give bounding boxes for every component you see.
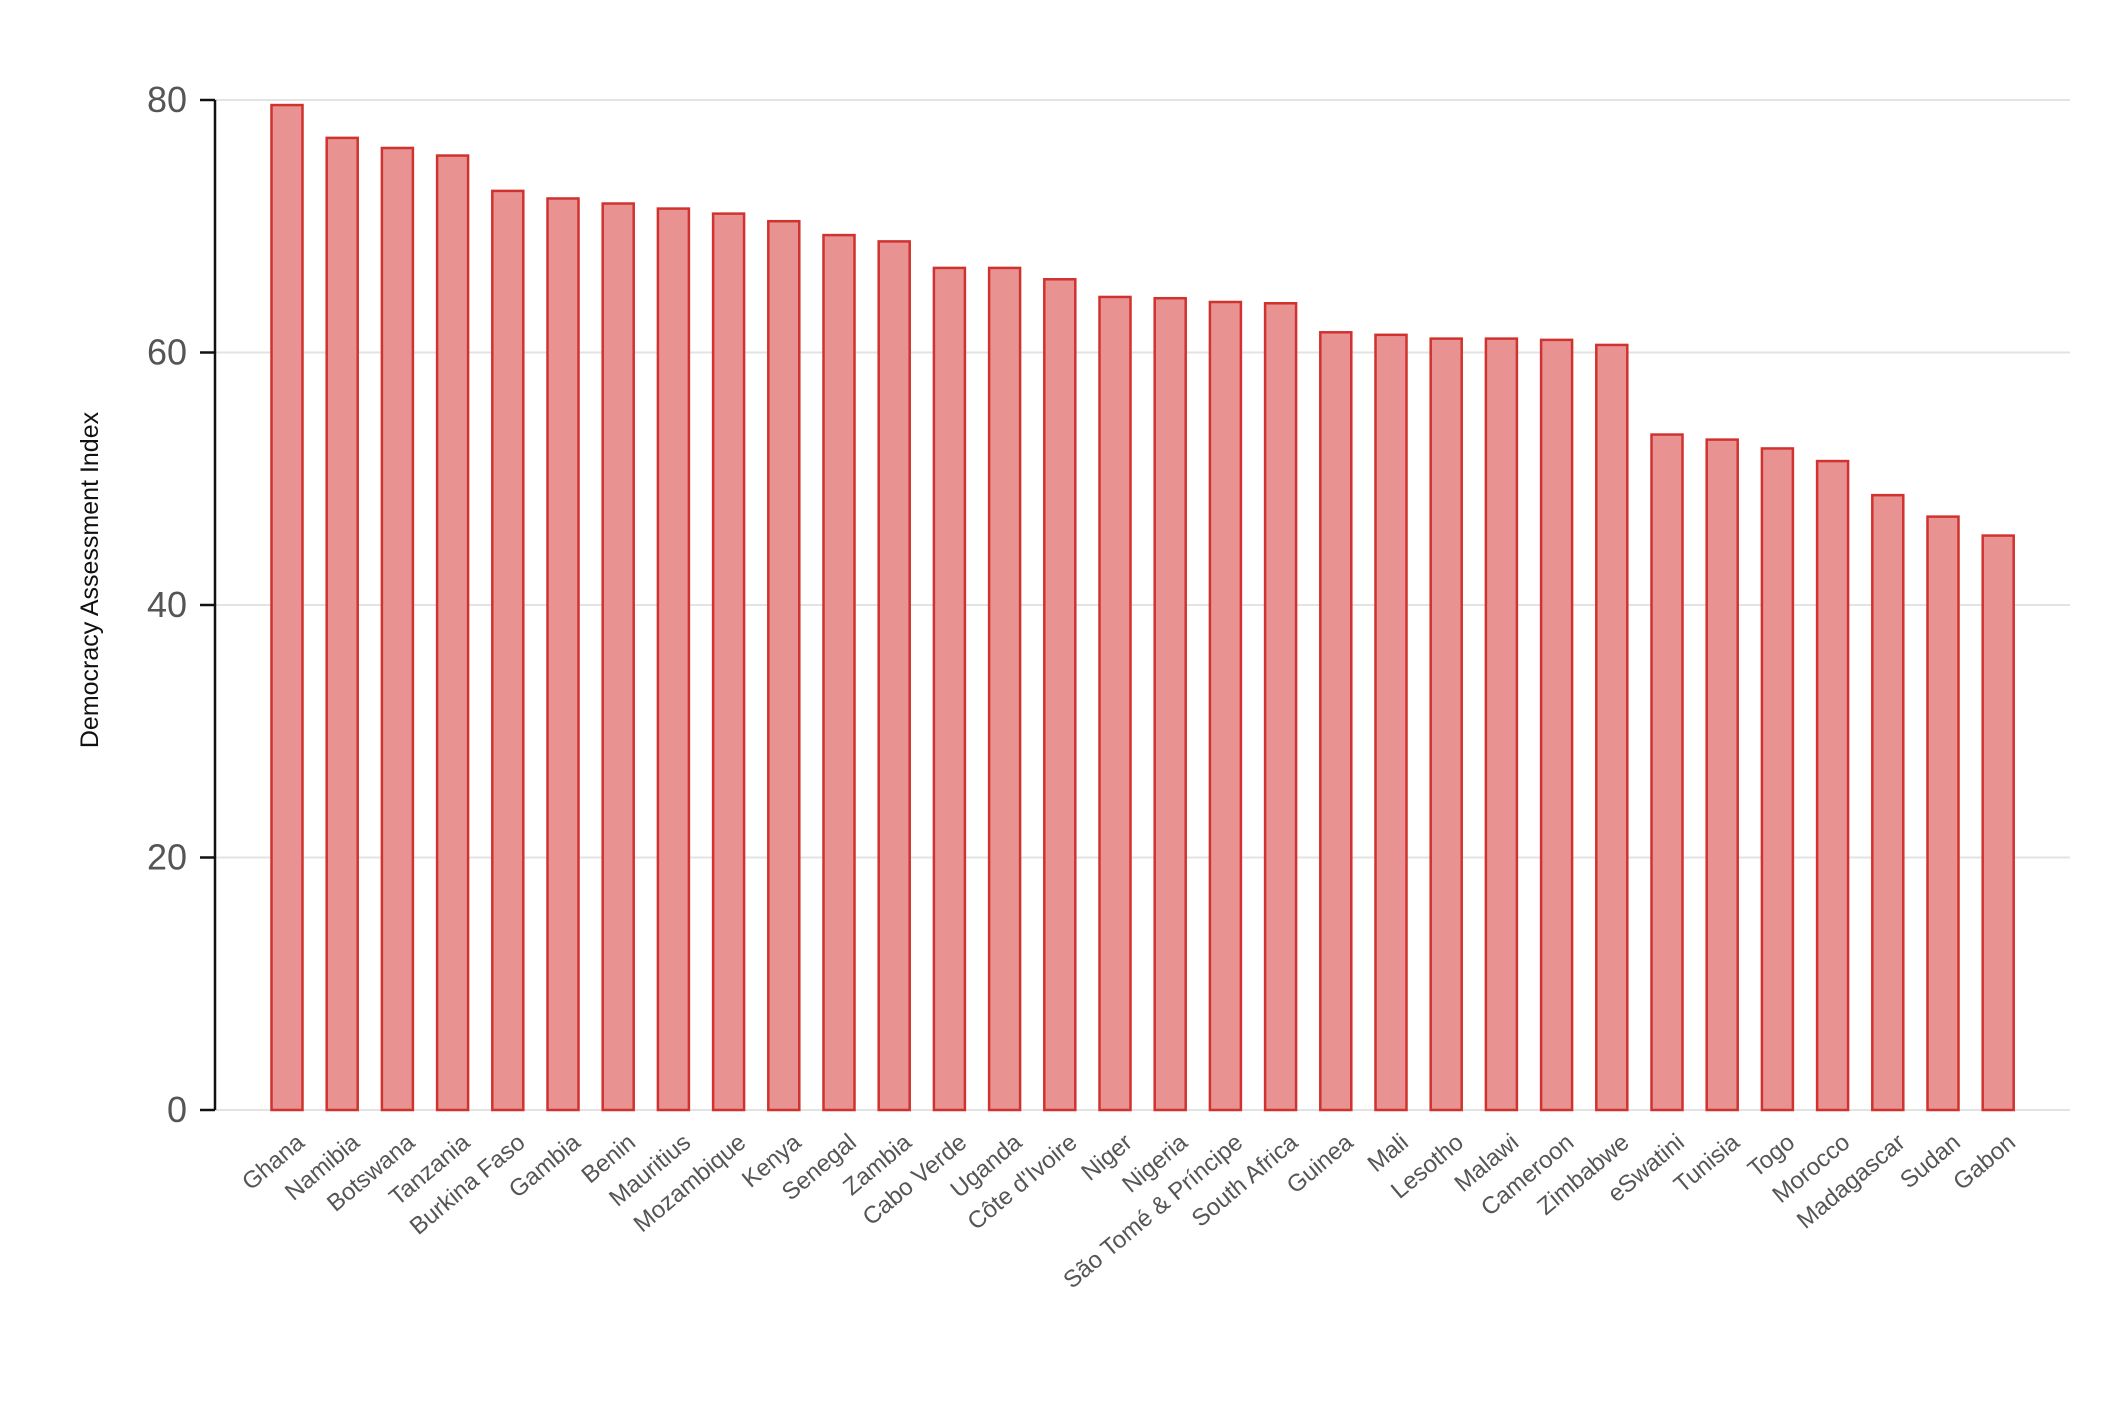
bar-gambia <box>546 197 580 1112</box>
label-layer: 020406080GhanaNamibiaBotswanaTanzaniaBur… <box>147 79 2021 1294</box>
y-tick-label-80: 80 <box>147 79 187 120</box>
bar-nigeria <box>1153 296 1187 1112</box>
bar-gabon <box>1981 534 2015 1112</box>
bar-togo <box>1760 447 1795 1112</box>
y-axis-title: Democracy Assessment Index <box>76 411 104 748</box>
bar-kenya <box>767 219 801 1112</box>
bar-malawi <box>1484 337 1519 1112</box>
bar-sao-tome-principe <box>1208 300 1243 1112</box>
bar-morocco <box>1815 459 1850 1112</box>
y-tick-label-40: 40 <box>147 584 187 625</box>
bar-benin <box>601 202 635 1112</box>
bar-south-africa <box>1263 302 1298 1112</box>
y-tick-label-60: 60 <box>147 332 187 373</box>
bar-cote-d-ivoire <box>1043 278 1077 1112</box>
bar-cabo-verde <box>932 266 967 1112</box>
bar-uganda <box>987 266 1022 1112</box>
x-tick-label-gabon: Gabon <box>1948 1129 2021 1196</box>
bar-madagascar <box>1871 493 1905 1112</box>
bar-senegal <box>822 233 856 1112</box>
bar-mauritius <box>656 207 691 1112</box>
bar-tunisia <box>1705 438 1739 1112</box>
bar-burkina-faso <box>491 189 525 1112</box>
bar-cameroon <box>1539 338 1574 1112</box>
bar-niger <box>1098 295 1132 1112</box>
bar-mali <box>1374 333 1408 1112</box>
bar-zimbabwe <box>1595 343 1629 1112</box>
bar-lesotho <box>1429 337 1463 1112</box>
y-tick-label-0: 0 <box>167 1089 187 1130</box>
bar-namibia <box>325 136 359 1112</box>
bar-tanzania <box>435 154 470 1112</box>
axis-layer <box>200 98 217 1112</box>
y-tick-label-20: 20 <box>147 837 187 878</box>
bar-botswana <box>380 146 415 1112</box>
bar-ghana <box>270 103 304 1112</box>
bar-guinea <box>1319 331 1353 1112</box>
bar-zambia <box>877 240 911 1112</box>
bar-eswatini <box>1650 433 1684 1112</box>
bar-layer <box>270 103 2015 1112</box>
bar-sudan <box>1926 515 1960 1112</box>
bar-mozambique <box>711 212 746 1112</box>
